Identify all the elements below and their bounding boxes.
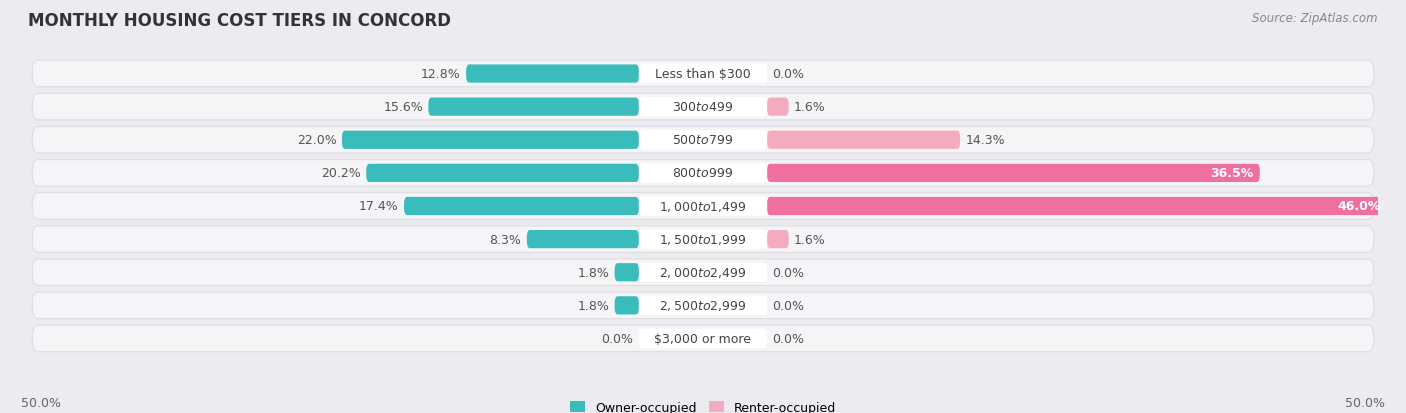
Legend: Owner-occupied, Renter-occupied: Owner-occupied, Renter-occupied xyxy=(569,401,837,413)
Text: $300 to $499: $300 to $499 xyxy=(672,101,734,114)
FancyBboxPatch shape xyxy=(32,193,1374,220)
FancyBboxPatch shape xyxy=(768,230,789,249)
Text: $2,500 to $2,999: $2,500 to $2,999 xyxy=(659,299,747,313)
Text: 0.0%: 0.0% xyxy=(602,332,634,345)
Text: 0.0%: 0.0% xyxy=(772,68,804,81)
Text: $3,000 or more: $3,000 or more xyxy=(655,332,751,345)
FancyBboxPatch shape xyxy=(638,197,768,216)
FancyBboxPatch shape xyxy=(32,292,1374,319)
Text: 46.0%: 46.0% xyxy=(1339,200,1381,213)
FancyBboxPatch shape xyxy=(638,329,768,349)
Text: 15.6%: 15.6% xyxy=(384,101,423,114)
FancyBboxPatch shape xyxy=(404,197,638,216)
FancyBboxPatch shape xyxy=(32,325,1374,352)
Text: $2,000 to $2,499: $2,000 to $2,499 xyxy=(659,266,747,280)
Text: 0.0%: 0.0% xyxy=(772,299,804,312)
FancyBboxPatch shape xyxy=(638,263,768,282)
Text: $1,500 to $1,999: $1,500 to $1,999 xyxy=(659,233,747,247)
Text: 0.0%: 0.0% xyxy=(772,266,804,279)
FancyBboxPatch shape xyxy=(638,97,768,117)
Text: 17.4%: 17.4% xyxy=(359,200,399,213)
FancyBboxPatch shape xyxy=(638,296,768,316)
Text: 36.5%: 36.5% xyxy=(1209,167,1253,180)
FancyBboxPatch shape xyxy=(32,226,1374,253)
Text: 20.2%: 20.2% xyxy=(321,167,361,180)
FancyBboxPatch shape xyxy=(32,61,1374,88)
Text: MONTHLY HOUSING COST TIERS IN CONCORD: MONTHLY HOUSING COST TIERS IN CONCORD xyxy=(28,12,451,30)
Text: 1.6%: 1.6% xyxy=(794,233,825,246)
Text: $1,000 to $1,499: $1,000 to $1,499 xyxy=(659,199,747,214)
FancyBboxPatch shape xyxy=(429,98,638,116)
Text: 8.3%: 8.3% xyxy=(489,233,522,246)
FancyBboxPatch shape xyxy=(366,164,638,183)
Text: 12.8%: 12.8% xyxy=(420,68,461,81)
Text: 14.3%: 14.3% xyxy=(966,134,1005,147)
FancyBboxPatch shape xyxy=(768,98,789,116)
Text: 1.8%: 1.8% xyxy=(578,299,609,312)
Text: $500 to $799: $500 to $799 xyxy=(672,134,734,147)
Text: 0.0%: 0.0% xyxy=(772,332,804,345)
Text: 50.0%: 50.0% xyxy=(1346,396,1385,409)
FancyBboxPatch shape xyxy=(768,197,1388,216)
FancyBboxPatch shape xyxy=(614,263,638,282)
FancyBboxPatch shape xyxy=(638,64,768,84)
FancyBboxPatch shape xyxy=(32,160,1374,187)
Text: 1.6%: 1.6% xyxy=(794,101,825,114)
Text: Source: ZipAtlas.com: Source: ZipAtlas.com xyxy=(1253,12,1378,25)
FancyBboxPatch shape xyxy=(527,230,638,249)
FancyBboxPatch shape xyxy=(768,131,960,150)
FancyBboxPatch shape xyxy=(32,94,1374,121)
FancyBboxPatch shape xyxy=(467,65,638,83)
FancyBboxPatch shape xyxy=(638,230,768,249)
FancyBboxPatch shape xyxy=(614,297,638,315)
FancyBboxPatch shape xyxy=(768,164,1260,183)
Text: Less than $300: Less than $300 xyxy=(655,68,751,81)
FancyBboxPatch shape xyxy=(32,259,1374,286)
Text: 22.0%: 22.0% xyxy=(297,134,336,147)
FancyBboxPatch shape xyxy=(638,164,768,183)
FancyBboxPatch shape xyxy=(638,131,768,150)
FancyBboxPatch shape xyxy=(32,127,1374,154)
Text: 50.0%: 50.0% xyxy=(21,396,60,409)
Text: $800 to $999: $800 to $999 xyxy=(672,167,734,180)
Text: 1.8%: 1.8% xyxy=(578,266,609,279)
FancyBboxPatch shape xyxy=(342,131,638,150)
